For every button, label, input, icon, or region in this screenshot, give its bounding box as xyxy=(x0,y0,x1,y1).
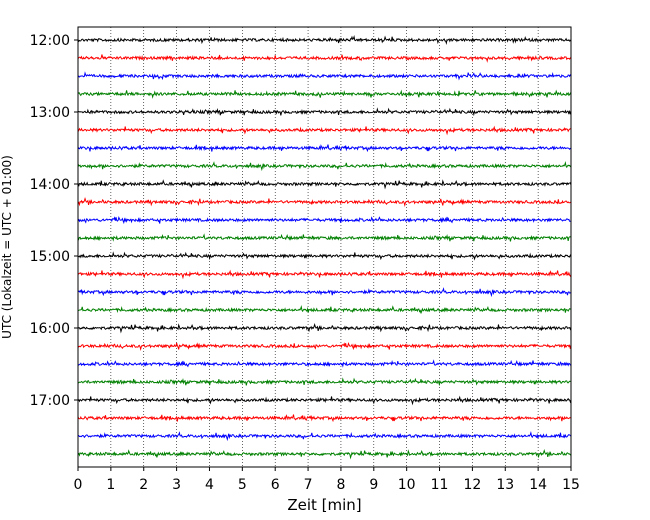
trace-row-1630 xyxy=(77,359,572,368)
trace-row-1500 xyxy=(77,251,572,261)
x-tick-label-7: 7 xyxy=(304,477,313,493)
trace-row-1345 xyxy=(77,160,572,172)
trace-row-1730 xyxy=(77,430,572,442)
trace-row-1315 xyxy=(77,125,572,136)
trace-row-1330 xyxy=(77,144,572,153)
x-tick-label-0: 0 xyxy=(74,477,83,493)
x-tick-label-1: 1 xyxy=(106,477,115,493)
x-axis-label: Zeit [min] xyxy=(287,496,361,514)
trace-row-1600 xyxy=(77,323,572,334)
trace-row-1245 xyxy=(77,89,572,99)
y-axis-ticks: 12:00 13:00 14:00 15:00 16:00 17:00 xyxy=(30,33,78,409)
trace-row-1215 xyxy=(77,54,572,63)
x-tick-label-10: 10 xyxy=(398,477,416,493)
x-tick-label-2: 2 xyxy=(139,477,148,493)
x-tick-label-6: 6 xyxy=(271,477,280,493)
x-tick-label-4: 4 xyxy=(205,477,214,493)
trace-row-1415 xyxy=(77,197,572,208)
y-tick-label-1300: 13:00 xyxy=(30,105,70,121)
x-tick-label-8: 8 xyxy=(336,477,345,493)
y-tick-label-1200: 12:00 xyxy=(30,33,70,49)
x-tick-label-3: 3 xyxy=(172,477,181,493)
trace-row-1230 xyxy=(77,71,572,81)
y-tick-label-1400: 14:00 xyxy=(30,177,70,193)
x-tick-label-14: 14 xyxy=(529,477,547,493)
trace-row-1715 xyxy=(77,414,572,423)
x-tick-label-13: 13 xyxy=(496,477,514,493)
trace-row-1430 xyxy=(77,215,571,225)
trace-row-1400 xyxy=(77,179,572,190)
y-tick-label-1500: 15:00 xyxy=(30,249,70,265)
x-tick-label-15: 15 xyxy=(562,477,580,493)
trace-row-1615 xyxy=(77,341,572,352)
trace-row-1300 xyxy=(77,107,572,117)
x-tick-label-9: 9 xyxy=(369,477,378,493)
x-grid xyxy=(110,27,539,467)
trace-rows xyxy=(77,35,572,460)
trace-row-1530 xyxy=(77,287,572,298)
x-tick-label-5: 5 xyxy=(238,477,247,493)
trace-row-1445 xyxy=(77,233,572,242)
y-tick-label-1600: 16:00 xyxy=(30,321,70,337)
trace-row-1545 xyxy=(77,304,572,314)
y-axis-label: UTC (Lokalzeit = UTC + 01:00) xyxy=(0,155,14,339)
x-tick-label-11: 11 xyxy=(431,477,449,493)
trace-row-1200 xyxy=(77,35,572,46)
plot-frame xyxy=(77,26,572,468)
trace-row-1645 xyxy=(77,377,572,387)
y-tick-label-1700: 17:00 xyxy=(30,393,70,409)
x-axis-ticks: 0 1 2 3 4 5 6 7 8 9 10 11 12 13 14 15 xyxy=(74,467,580,493)
x-tick-label-12: 12 xyxy=(463,477,481,493)
trace-row-1515 xyxy=(77,269,572,280)
trace-row-1700 xyxy=(77,395,572,406)
trace-row-1745 xyxy=(77,449,572,460)
